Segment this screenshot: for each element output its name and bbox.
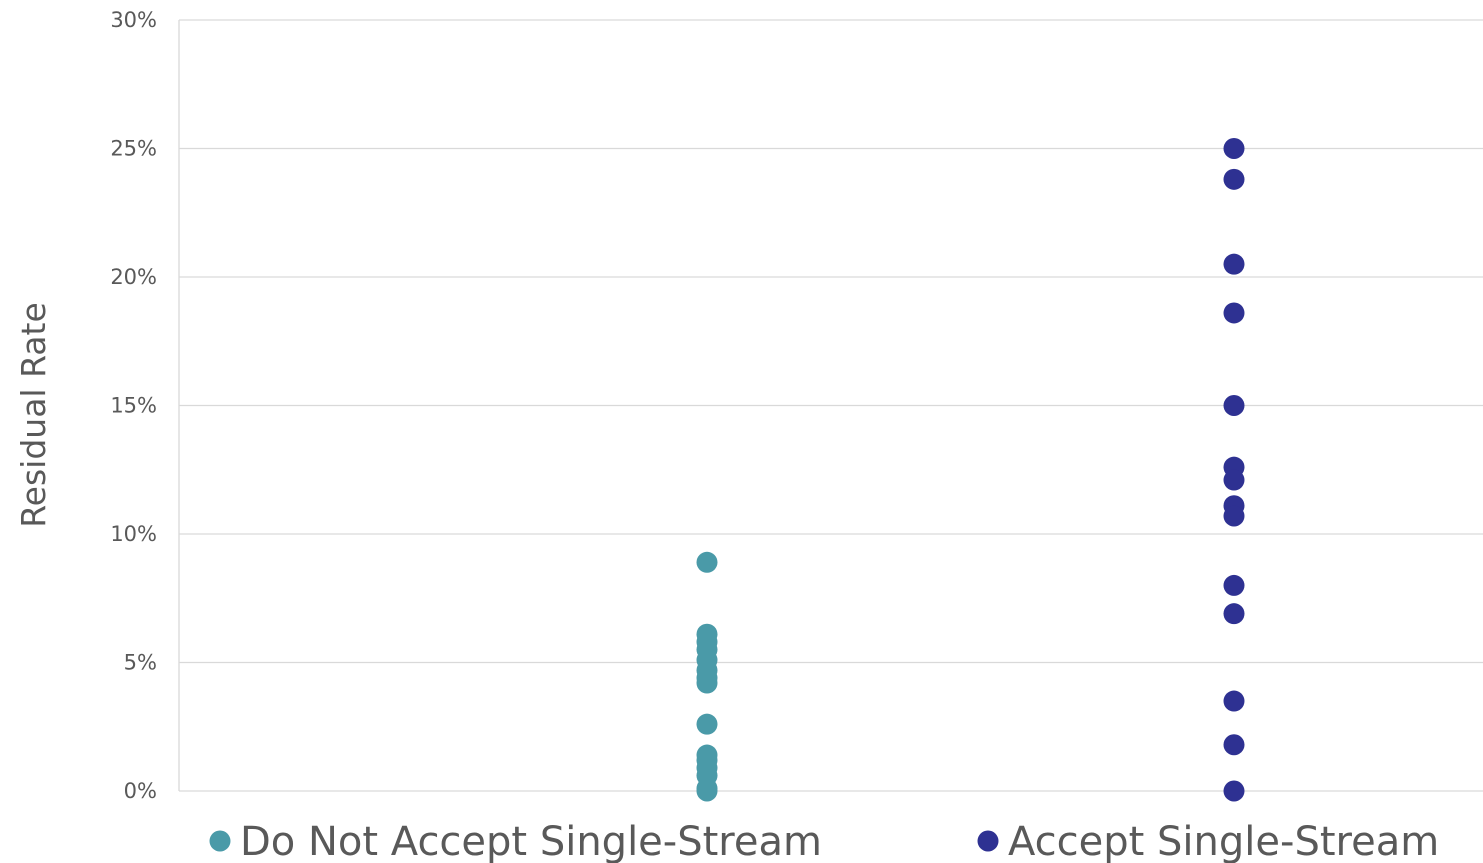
gridlines [179,19,1483,792]
y-tick-label: 0% [124,779,157,803]
y-tick-label: 15% [110,394,157,418]
data-point [1223,505,1245,527]
data-point [1223,734,1245,756]
y-tick-label: 5% [124,651,157,675]
data-point [1223,603,1245,625]
y-tick-labels: 0% 5% 10% 15% 20% 25% 30% [110,8,157,803]
y-tick-label: 25% [110,137,157,161]
data-point [696,672,718,694]
y-axis-title: Residual Rate [14,302,53,528]
data-point [696,551,718,573]
data-point [1223,395,1245,416]
data-point [1223,138,1245,159]
x-category-label: Accept Single-Stream [1008,819,1439,863]
x-category-labels: Do Not Accept Single-Stream Accept Single… [209,819,1439,863]
data-point [1223,168,1245,190]
data-points [696,138,1245,802]
data-point [1223,690,1245,712]
data-point [1223,780,1245,802]
data-point [696,713,718,735]
data-point [1223,469,1245,491]
y-tick-label: 30% [110,8,157,32]
data-point [1223,574,1245,596]
data-point [696,780,718,802]
category-marker [209,830,231,852]
y-tick-label: 10% [110,522,157,546]
y-tick-label: 20% [110,265,157,289]
x-category-label: Do Not Accept Single-Stream [240,819,822,863]
category-marker [977,830,999,852]
data-point [1223,253,1245,275]
data-point [1223,302,1245,324]
